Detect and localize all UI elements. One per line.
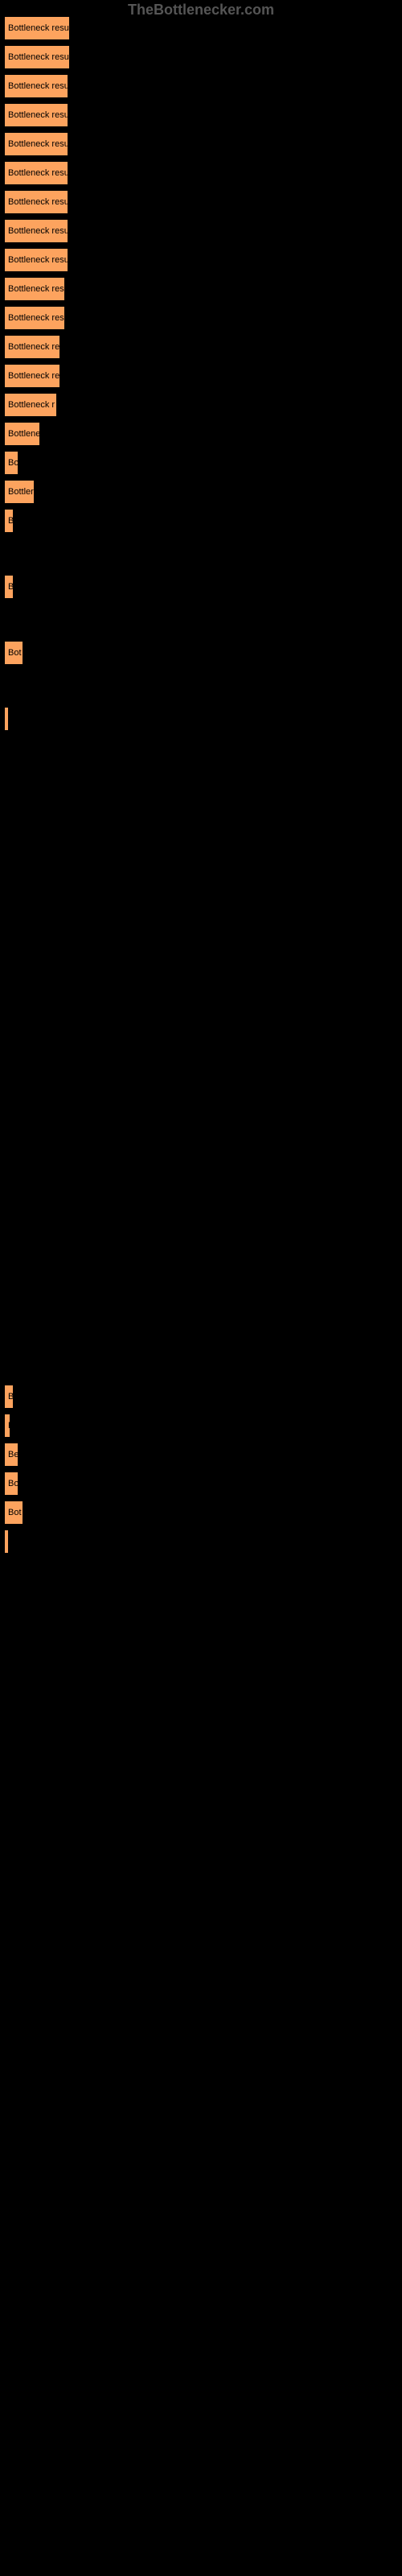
bar-row [4, 707, 402, 731]
chart-bar: Bottler [4, 480, 35, 504]
bar-row: Bot [4, 641, 402, 665]
bar-row: Bottleneck result [4, 45, 402, 69]
chart-bar: Bottleneck res [4, 277, 65, 301]
bar-row: Bot [4, 1501, 402, 1525]
bar-row: Bottleneck re [4, 364, 402, 388]
chart-bar: B [4, 509, 14, 533]
chart-bar: Bottleneck resu [4, 248, 68, 272]
bar-row: Be [4, 1443, 402, 1467]
chart-bar: Bottlene [4, 422, 40, 446]
chart-bar: Bottleneck resu [4, 161, 68, 185]
bar-row [4, 670, 402, 702]
bar-row: Bottleneck resu [4, 219, 402, 243]
chart-bar: Bottleneck resu [4, 74, 68, 98]
bar-row: B [4, 1385, 402, 1409]
bar-row: B [4, 509, 402, 533]
bar-row: Bottleneck resu [4, 161, 402, 185]
chart-bar: Bottleneck resu [4, 190, 68, 214]
chart-bar: F [4, 1414, 10, 1438]
bar-row: Bottleneck res [4, 306, 402, 330]
bar-row: Bottleneck re [4, 335, 402, 359]
bar-row: Bottleneck r [4, 393, 402, 417]
chart-bar: Bottleneck result [4, 45, 70, 69]
bar-row: Bottleneck result [4, 16, 402, 40]
bar-row [4, 538, 402, 570]
bar-row: Bottleneck resu [4, 103, 402, 127]
chart-bar: Be [4, 1443, 18, 1467]
bar-row: B [4, 575, 402, 599]
chart-bar: Bottleneck resu [4, 219, 68, 243]
bar-row: Bo [4, 451, 402, 475]
chart-bar: Bottleneck resu [4, 132, 68, 156]
bottleneck-chart: Bottleneck result Bottleneck result Bottle… [0, 16, 402, 1554]
bar-row: Bo [4, 1472, 402, 1496]
chart-bar: B [4, 575, 14, 599]
bar-row: Bottlene [4, 422, 402, 446]
chart-bar: Bottleneck resu [4, 103, 68, 127]
chart-bar [4, 1530, 9, 1554]
bar-row: F [4, 1414, 402, 1438]
chart-bar: Bottleneck re [4, 335, 60, 359]
bar-row: Bottleneck res [4, 277, 402, 301]
bar-row [4, 1530, 402, 1554]
chart-bar [4, 707, 9, 731]
chart-bar: Bo [4, 1472, 18, 1496]
bar-row: Bottleneck resu [4, 248, 402, 272]
chart-bar: Bottleneck res [4, 306, 65, 330]
bar-row: Bottleneck resu [4, 132, 402, 156]
bar-row [4, 736, 402, 1380]
chart-bar: Bottleneck r [4, 393, 57, 417]
chart-bar: B [4, 1385, 14, 1409]
chart-bar: Bottleneck result [4, 16, 70, 40]
chart-bar: Bottleneck re [4, 364, 60, 388]
chart-bar: Bo [4, 451, 18, 475]
bar-row: Bottleneck resu [4, 74, 402, 98]
watermark-text: TheBottlenecker.com [128, 2, 274, 19]
bar-row: Bottleneck resu [4, 190, 402, 214]
chart-bar: Bot [4, 1501, 23, 1525]
bar-row: Bottler [4, 480, 402, 504]
chart-bar: Bot [4, 641, 23, 665]
bar-row [4, 604, 402, 636]
